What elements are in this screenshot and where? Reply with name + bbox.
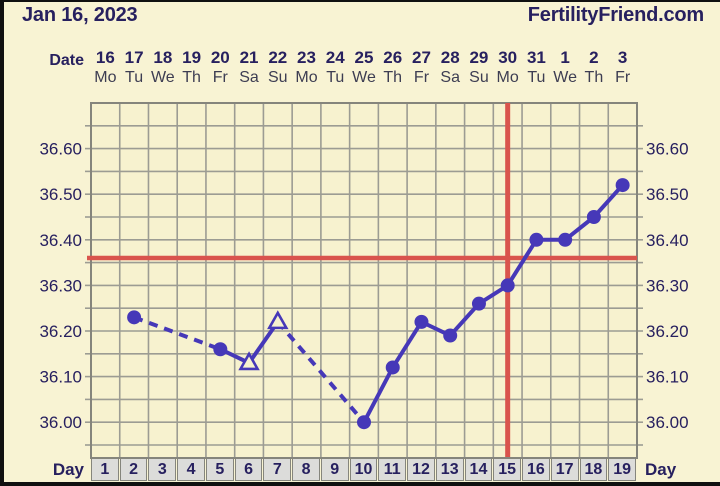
day-row-label-left: Day xyxy=(52,460,84,479)
weekday-header-cell: Fr xyxy=(413,69,430,86)
temperature-point-circle xyxy=(127,310,142,325)
weekday-header-cell: Tu xyxy=(125,69,144,86)
cycle-day-cell: 12 xyxy=(407,458,435,481)
y-axis-labels: 36.60 36.60 36.50 36.50 36.40 36.40 36.30 36.30… xyxy=(39,140,688,433)
date-row-label: Date xyxy=(49,52,84,69)
y-axis-label-left: 36.50 xyxy=(39,185,82,204)
weekday-header-cell: Th xyxy=(383,69,403,86)
cycle-day-cell: 5 xyxy=(205,458,234,481)
y-axis-label-right: 36.60 xyxy=(646,140,689,159)
weekday-header-cell: Mo xyxy=(496,69,519,86)
y-axis-label-left: 36.60 xyxy=(39,140,82,159)
cycle-day-cell: 15 xyxy=(493,458,522,481)
y-axis-label-left: 36.40 xyxy=(39,231,82,250)
weekday-header-cell: Su xyxy=(469,69,489,86)
day-row-label-right: Day xyxy=(645,460,677,479)
temperature-point-triangle xyxy=(238,351,260,371)
frame-border-top xyxy=(0,0,720,2)
temperature-point-circle xyxy=(529,232,544,247)
date-header-cell: 21 xyxy=(239,48,259,67)
cycle-day-cell: 6 xyxy=(234,458,263,481)
y-axis-label-right: 36.30 xyxy=(646,276,689,295)
weekday-header-cell: Tu xyxy=(326,69,345,86)
cycle-day-cell: 9 xyxy=(320,458,349,481)
weekday-header-cell: Su xyxy=(267,69,288,86)
date-header-cell: 19 xyxy=(182,48,202,67)
cycle-day-cell: 4 xyxy=(177,458,205,481)
weekday-header-cell: Mo xyxy=(295,69,318,86)
frame-border-left xyxy=(0,0,4,486)
weekday-header-cell: Fr xyxy=(212,69,228,86)
chart-date-title: Jan 16, 2023 xyxy=(22,4,138,26)
date-header-cell: 3 xyxy=(617,48,628,67)
y-axis-label-right: 36.20 xyxy=(646,322,689,341)
weekday-header-cell: Fr xyxy=(615,69,631,86)
cycle-day-cell: 1 xyxy=(91,458,119,481)
date-header-cell: 27 xyxy=(412,48,431,67)
y-axis-label-left: 36.30 xyxy=(39,276,82,295)
plot-area xyxy=(91,103,637,458)
weekday-header-cell: Sa xyxy=(440,69,460,86)
date-header-cell: 29 xyxy=(469,48,489,67)
y-axis-label-left: 36.10 xyxy=(39,368,82,387)
date-header-cell: 23 xyxy=(297,48,316,67)
weekday-header-cell: Tu xyxy=(527,69,546,86)
weekday-header-cell: Th xyxy=(584,69,604,86)
temperature-point-triangle xyxy=(267,310,289,330)
date-header-cell: 1 xyxy=(560,48,570,67)
y-axis-label-right: 36.50 xyxy=(646,185,689,204)
date-header-cell: 24 xyxy=(325,48,345,67)
date-header-cell: 16 xyxy=(95,48,115,67)
date-header-cell: 25 xyxy=(354,48,374,67)
cycle-day-cell: 3 xyxy=(148,458,177,481)
temperature-point-circle xyxy=(558,232,573,247)
frame-border-bottom xyxy=(0,482,720,486)
y-axis-label-left: 36.00 xyxy=(39,413,82,432)
weekday-header-cell: Th xyxy=(182,69,201,86)
grid-lines xyxy=(85,103,643,458)
date-header-cell: 20 xyxy=(210,48,230,67)
temperature-point-circle xyxy=(443,328,458,343)
temperature-point-circle xyxy=(213,342,228,357)
cycle-day-cell: 7 xyxy=(263,458,292,481)
cycle-day-cell: 13 xyxy=(435,458,464,481)
weekday-header-cell: We xyxy=(352,69,376,86)
cycle-day-cell: 14 xyxy=(464,458,493,481)
cycle-day-cell: 8 xyxy=(292,458,320,481)
temperature-point-circle xyxy=(471,296,486,311)
temperature-point-circle xyxy=(615,178,630,193)
date-header-cell: 28 xyxy=(440,48,460,67)
weekday-header-cell: Mo xyxy=(94,69,117,86)
cycle-day-cell: 18 xyxy=(579,458,608,481)
date-header-cell: 31 xyxy=(526,48,546,67)
cycle-day-cell: 2 xyxy=(119,458,148,481)
y-axis-label-right: 36.10 xyxy=(646,368,689,387)
y-axis-label-right: 36.00 xyxy=(646,413,689,432)
date-header-cell: 2 xyxy=(589,48,599,67)
temperature-point-circle xyxy=(414,314,429,329)
brand-logo-text: FertilityFriend.com xyxy=(527,4,704,26)
weekday-header-cell: We xyxy=(150,69,175,86)
date-header-cell: 18 xyxy=(153,48,173,67)
date-header-cell: 17 xyxy=(124,48,144,67)
y-axis-label-right: 36.40 xyxy=(646,231,689,250)
date-header-cell: 30 xyxy=(498,48,518,67)
temperature-point-circle xyxy=(357,415,371,430)
cycle-day-cell: 11 xyxy=(378,458,407,481)
cycle-day-cell: 19 xyxy=(608,458,636,481)
weekday-header-cell: Sa xyxy=(239,69,259,86)
y-axis-label-left: 36.20 xyxy=(39,322,82,341)
cycle-day-cell: 17 xyxy=(550,458,579,481)
temperature-point-circle xyxy=(385,360,400,375)
weekday-header-cell: We xyxy=(553,69,578,86)
date-header-cell: 22 xyxy=(268,48,288,67)
cycle-day-cell: 10 xyxy=(349,458,378,481)
cycle-day-cell: 16 xyxy=(522,458,550,481)
date-header-cell: 26 xyxy=(383,48,403,67)
temperature-point-circle xyxy=(500,278,515,293)
temperature-markers xyxy=(127,178,630,430)
temperature-point-circle xyxy=(586,210,601,224)
